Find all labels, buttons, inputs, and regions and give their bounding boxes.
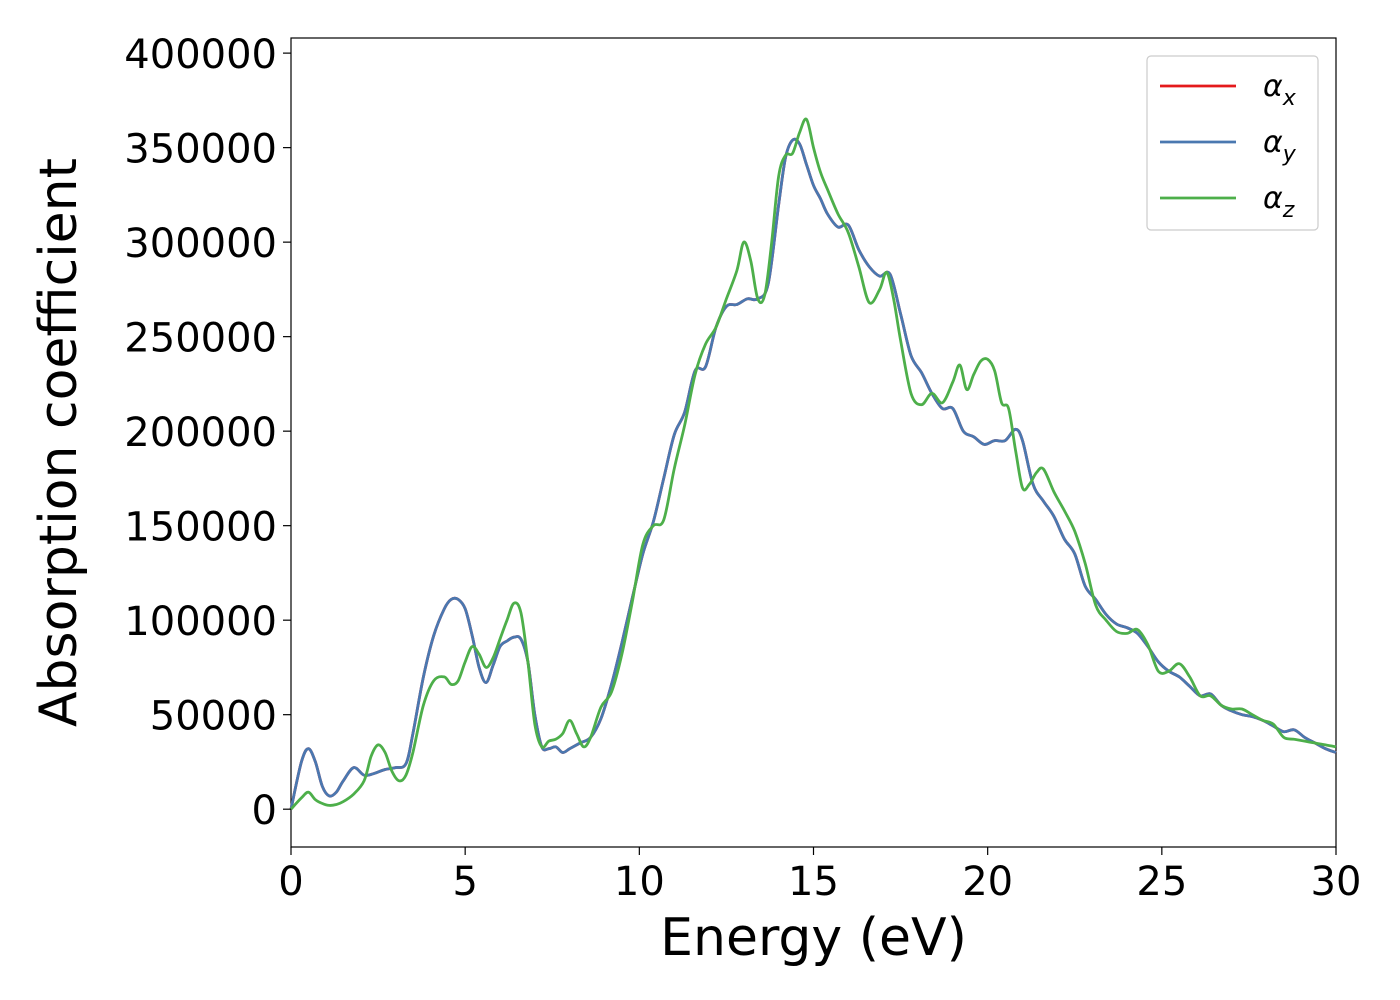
series-line-z [289, 117, 1337, 811]
y-tick-label: 200000 [124, 410, 277, 456]
legend-label-y: αy [1263, 125, 1297, 167]
y-tick-label: 50000 [150, 694, 277, 740]
x-axis-ticks: 0 5 10 15 20 25 30 [278, 847, 1361, 905]
legend-label-subscript: z [1282, 198, 1295, 223]
legend-label-symbol: α [1263, 69, 1283, 104]
legend-label-subscript: y [1282, 142, 1297, 167]
y-tick-label: 0 [252, 788, 277, 834]
y-tick-label: 150000 [124, 505, 277, 551]
y-tick-label: 300000 [124, 221, 277, 267]
legend-label-subscript: x [1282, 86, 1297, 111]
x-tick-label: 5 [452, 859, 477, 905]
y-axis-title: Absorption coefficient [29, 158, 89, 727]
legend-label-z: αz [1263, 181, 1295, 223]
x-tick-label: 30 [1311, 859, 1362, 905]
x-axis-title: Energy (eV) [660, 908, 967, 968]
x-tick-label: 0 [278, 859, 303, 905]
y-tick-label: 350000 [124, 127, 277, 173]
y-tick-label: 250000 [124, 316, 277, 362]
y-tick-label: 100000 [124, 599, 277, 645]
x-tick-label: 10 [614, 859, 665, 905]
x-tick-label: 25 [1136, 859, 1187, 905]
legend-label-symbol: α [1263, 181, 1283, 216]
legend-label-x: αx [1263, 69, 1297, 111]
y-axis-ticks: 0 50000 100000 150000 200000 250000 300000 3500… [124, 32, 291, 834]
x-tick-label: 15 [788, 859, 839, 905]
legend-label-symbol: α [1263, 125, 1283, 160]
y-tick-label: 400000 [124, 32, 277, 78]
series-line-y [289, 137, 1337, 810]
series-layer [289, 117, 1337, 811]
x-tick-label: 20 [962, 859, 1013, 905]
